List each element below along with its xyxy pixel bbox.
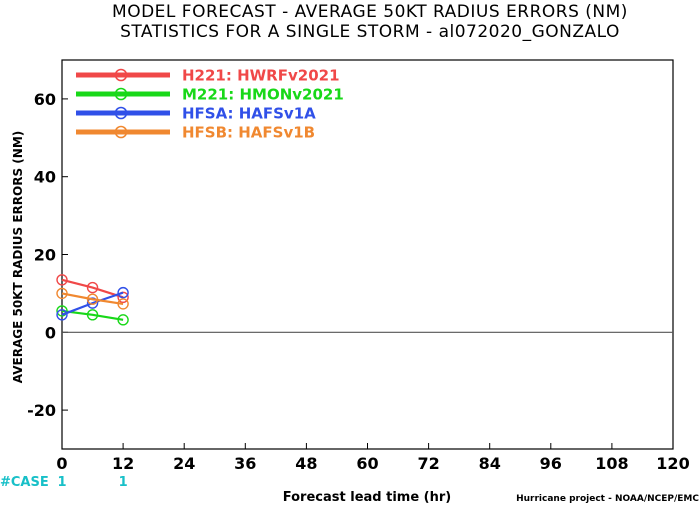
series-line-1: [61, 309, 124, 321]
series-0-point-1: [86, 281, 99, 294]
y-axis-label: AVERAGE 50KT RADIUS ERRORS (NM): [11, 131, 25, 383]
x-tick-label-3: 36: [234, 454, 256, 473]
series-layer: [56, 274, 129, 326]
x-tick-label-4: 48: [295, 454, 317, 473]
x-tick-label-6: 72: [417, 454, 439, 473]
legend-marker-1: [114, 87, 128, 101]
legend-label-2: HFSA: HAFSv1A: [182, 105, 316, 123]
legend-marker-2: [114, 106, 128, 120]
series-1-point-2: [117, 314, 129, 326]
x-axis: 0 12 24 36 48 60 72 84 96 108 120: [56, 443, 690, 473]
series-line-0: [61, 278, 124, 299]
y-tick-label-0: -20: [27, 401, 56, 420]
series-0-point-0: [56, 274, 68, 286]
legend-label-1: M221: HMONv2021: [182, 86, 344, 104]
case-count-0: 1: [57, 475, 66, 490]
case-count-label: #CASE: [0, 475, 49, 490]
series-0-point-2: [117, 291, 129, 303]
x-tick-label-5: 60: [356, 454, 378, 473]
case-count-1: 1: [119, 475, 128, 490]
x-tick-label-10: 120: [656, 454, 689, 473]
x-tick-label-7: 84: [479, 454, 501, 473]
y-tick-label-4: 60: [34, 90, 56, 109]
series-3-point-2: [117, 298, 129, 310]
series-line-2: [61, 291, 124, 316]
y-tick-label-1: 0: [45, 323, 56, 342]
x-axis-label: Forecast lead time (hr): [283, 490, 451, 505]
series-1-point-1: [86, 309, 99, 321]
x-tick-label-9: 108: [595, 454, 628, 473]
x-tick-label-2: 24: [173, 454, 195, 473]
series-3-point-0: [56, 287, 68, 300]
x-tick-label-0: 0: [56, 454, 67, 473]
y-tick-label-3: 40: [34, 168, 56, 187]
y-tick-label-2: 20: [34, 246, 56, 265]
legend-marker-0: [114, 68, 128, 82]
y-axis: -20 0 20 40 60: [27, 90, 68, 420]
legend-marker-3: [114, 125, 128, 139]
legend-label-3: HFSB: HAFSv1B: [182, 124, 315, 142]
series-2-point-0: [56, 309, 68, 321]
series-3-point-1: [86, 293, 99, 305]
series-line-3: [61, 292, 124, 305]
legend-label-0: H221: HWRFv2021: [182, 67, 340, 85]
x-tick-label-1: 12: [112, 454, 134, 473]
credit-text: Hurricane project - NOAA/NCEP/EMC: [516, 494, 699, 504]
x-tick-label-8: 96: [540, 454, 562, 473]
plot-area: [61, 59, 674, 450]
series-1-point-0: [56, 305, 68, 317]
series-2-point-2: [117, 286, 129, 299]
chart-title: MODEL FORECAST - AVERAGE 50KT RADIUS ERR…: [112, 2, 628, 22]
chart-subtitle: STATISTICS FOR A SINGLE STORM - al072020…: [120, 22, 620, 42]
